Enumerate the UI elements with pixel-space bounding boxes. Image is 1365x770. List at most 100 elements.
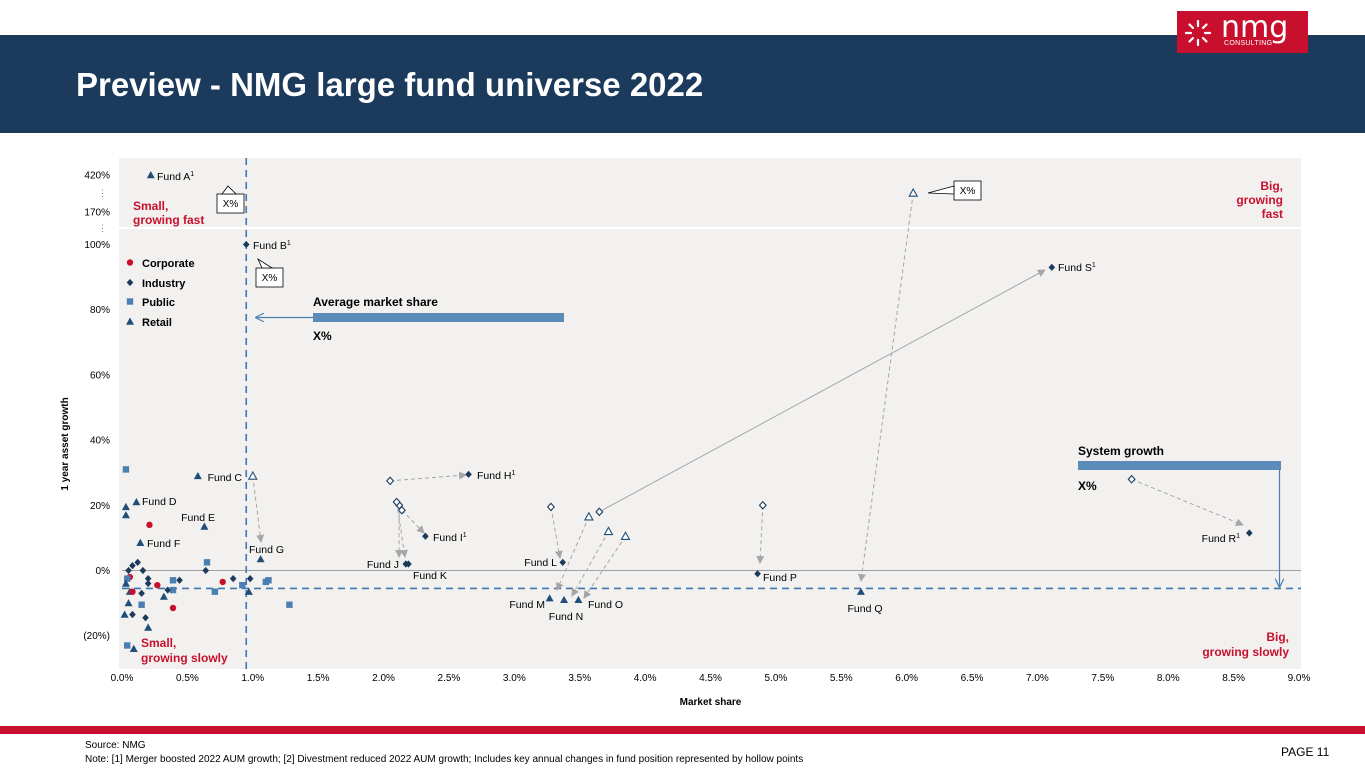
movement-arrow bbox=[396, 501, 408, 558]
quadrant-label-top-left: Small, growing fast bbox=[133, 199, 204, 227]
fund-point bbox=[256, 555, 265, 563]
y-tick-label: 100% bbox=[84, 240, 110, 251]
x-tick-label: 2.5% bbox=[438, 673, 461, 684]
movement-arrow bbox=[599, 269, 1046, 513]
y-tick-label: 420% bbox=[84, 171, 110, 182]
x-tick-label: 4.5% bbox=[699, 673, 722, 684]
system-growth-bar bbox=[1078, 461, 1281, 470]
x-tick-label: 5.0% bbox=[764, 673, 787, 684]
data-point bbox=[239, 581, 246, 589]
axis-break-mark: ⋮ bbox=[98, 223, 107, 233]
data-point bbox=[124, 642, 131, 649]
x-tick-label: 7.0% bbox=[1026, 673, 1049, 684]
fund-label: Fund H1 bbox=[477, 470, 515, 482]
prior-position-point bbox=[620, 531, 631, 541]
data-point bbox=[124, 575, 131, 582]
x-tick-label: 0.5% bbox=[176, 673, 199, 684]
movement-arrow bbox=[550, 506, 563, 559]
callout-tail bbox=[221, 185, 237, 195]
system-growth-value: X% bbox=[1078, 479, 1097, 493]
fund-label: Fund E bbox=[181, 512, 215, 524]
fund-label: Fund K bbox=[413, 570, 447, 582]
callout-text: X% bbox=[960, 186, 976, 197]
fund-point bbox=[146, 171, 155, 179]
prior-position-point bbox=[392, 497, 401, 507]
fund-label: Fund N bbox=[549, 611, 583, 623]
x-tick-label: 3.5% bbox=[568, 673, 591, 684]
logo-text: nmg bbox=[1221, 10, 1289, 45]
y-tick-label: 0% bbox=[96, 566, 111, 577]
fund-label: Fund A1 bbox=[157, 171, 194, 183]
x-tick-label: 7.5% bbox=[1091, 673, 1114, 684]
fund-label: Fund P bbox=[763, 572, 797, 584]
fund-label: Fund B1 bbox=[253, 240, 291, 252]
data-point bbox=[154, 581, 161, 589]
data-point bbox=[176, 576, 183, 584]
data-point bbox=[144, 579, 152, 588]
axis-break-mark: ⋮ bbox=[98, 188, 107, 198]
fund-point bbox=[754, 570, 761, 578]
x-tick-label: 4.0% bbox=[634, 673, 657, 684]
system-growth-label: System growth bbox=[1078, 444, 1164, 458]
fund-label: Fund R1 bbox=[1202, 533, 1240, 545]
data-point bbox=[121, 502, 130, 511]
data-point bbox=[142, 614, 149, 622]
movement-arrow bbox=[756, 505, 765, 564]
data-point bbox=[144, 575, 152, 583]
data-point bbox=[129, 644, 138, 652]
data-point bbox=[134, 558, 141, 566]
fund-point bbox=[1048, 263, 1056, 271]
header-band bbox=[0, 35, 1365, 133]
fund-label: Fund O bbox=[588, 599, 623, 611]
prior-position-point bbox=[758, 500, 767, 510]
data-point bbox=[138, 589, 145, 597]
fund-point bbox=[136, 538, 145, 546]
callout-tail bbox=[257, 257, 274, 269]
prior-position-point bbox=[1127, 474, 1136, 484]
prior-position-point bbox=[595, 507, 604, 517]
y-axis-title: 1 year asset growth bbox=[60, 397, 71, 490]
data-point bbox=[286, 601, 293, 608]
prior-position-point bbox=[386, 476, 395, 486]
average-market-share-bar bbox=[313, 313, 564, 322]
data-point bbox=[121, 511, 130, 519]
y-tick-label: 20% bbox=[90, 501, 110, 512]
data-point bbox=[121, 579, 130, 587]
average-market-share-value: X% bbox=[313, 329, 332, 343]
prior-position-point bbox=[603, 526, 614, 536]
x-tick-label: 8.5% bbox=[1222, 673, 1245, 684]
x-tick-label: 6.0% bbox=[895, 673, 918, 684]
fund-point bbox=[405, 560, 412, 568]
legend-marker bbox=[126, 259, 134, 266]
x-tick-label: 0.0% bbox=[111, 673, 134, 684]
callout-tail bbox=[927, 185, 955, 195]
logo-burst-icon bbox=[1185, 20, 1211, 46]
callout-text: X% bbox=[223, 199, 239, 210]
data-point bbox=[159, 592, 168, 600]
fund-label: Fund S1 bbox=[1058, 262, 1096, 274]
x-tick-label: 9.0% bbox=[1288, 673, 1311, 684]
fund-point bbox=[560, 595, 569, 604]
movement-arrow bbox=[571, 531, 609, 597]
data-point bbox=[139, 566, 147, 575]
legend-marker bbox=[126, 298, 134, 305]
fund-point bbox=[545, 594, 554, 602]
legend-label: Retail bbox=[142, 317, 172, 329]
movement-arrow bbox=[1131, 478, 1244, 527]
data-point bbox=[265, 577, 272, 584]
x-tick-label: 6.5% bbox=[961, 673, 984, 684]
fund-label: Fund I1 bbox=[433, 532, 467, 544]
page-title: Preview - NMG large fund universe 2022 bbox=[76, 66, 704, 103]
prior-position-point bbox=[247, 470, 258, 480]
fund-point bbox=[1246, 529, 1253, 537]
nmg-logo: nmg CONSULTING bbox=[1177, 11, 1308, 53]
x-tick-label: 1.0% bbox=[241, 673, 264, 684]
fund-point bbox=[559, 558, 567, 566]
movement-arrow bbox=[583, 535, 626, 599]
data-point bbox=[164, 586, 172, 594]
logo-subtitle: CONSULTING bbox=[1224, 40, 1273, 47]
y-tick-label: 170% bbox=[84, 208, 110, 219]
x-tick-label: 5.5% bbox=[830, 673, 853, 684]
prior-position-point bbox=[546, 502, 555, 512]
